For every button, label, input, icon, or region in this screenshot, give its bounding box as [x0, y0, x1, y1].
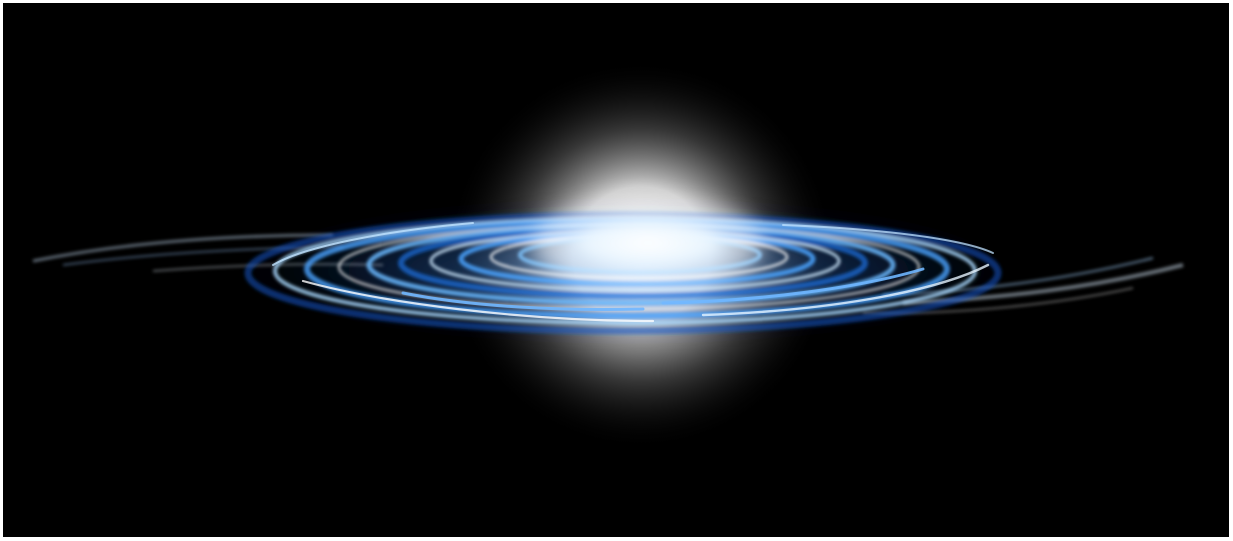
- space-background: [3, 3, 1229, 537]
- arm-highlights: [272, 222, 994, 323]
- galaxy-illustration: [32, 60, 1184, 450]
- galactic-core: [556, 213, 740, 273]
